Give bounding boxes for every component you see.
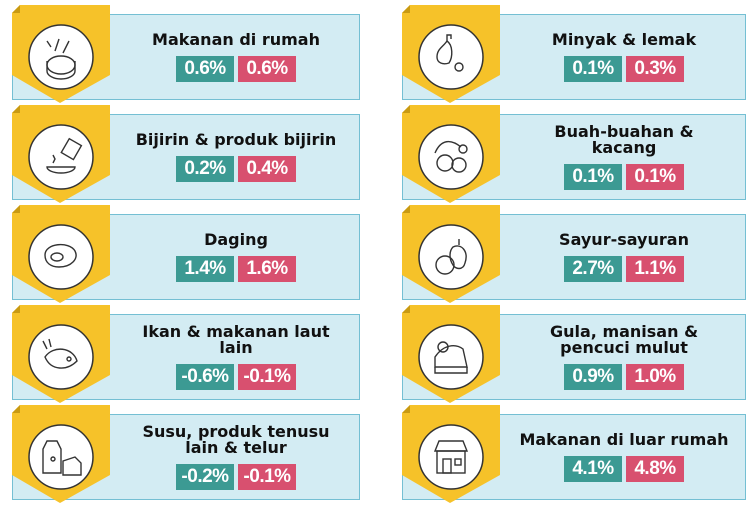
icon-badge [10, 5, 114, 105]
icon-badge [10, 105, 114, 205]
card-title: Bijirin & produk bijirin [136, 132, 337, 148]
value-box: 1.6% [238, 256, 296, 282]
card-title: Susu, produk tenusu lain & telur [136, 424, 336, 456]
value-box: 1.4% [176, 256, 234, 282]
card-body: Gula, manisan & pencuci mulut 0.9%1.0% [506, 314, 742, 400]
value-box: 0.3% [626, 56, 684, 82]
value-row: 0.1%0.3% [564, 56, 684, 82]
card-body: Minyak & lemak 0.1%0.3% [506, 14, 742, 100]
value-row: 0.6%0.6% [176, 56, 296, 82]
value-box: 2.7% [564, 256, 622, 282]
card-body: Makanan di luar rumah 4.1%4.8% [506, 414, 742, 500]
value-box: 0.4% [238, 156, 296, 182]
value-box: -0.1% [238, 364, 296, 390]
value-row: 0.2%0.4% [176, 156, 296, 182]
icon-badge [400, 105, 504, 205]
value-box: 0.1% [564, 164, 622, 190]
value-row: 0.9%1.0% [564, 364, 684, 390]
card-body: Makanan di rumah 0.6%0.6% [116, 14, 356, 100]
card-title: Makanan di rumah [152, 32, 320, 48]
icon-badge [400, 5, 504, 105]
value-box: 4.1% [564, 456, 622, 482]
card-body: Sayur-sayuran 2.7%1.1% [506, 214, 742, 300]
value-box: -0.6% [176, 364, 234, 390]
icon-badge [10, 305, 114, 405]
card-title: Gula, manisan & pencuci mulut [524, 324, 724, 356]
value-row: -0.6%-0.1% [176, 364, 296, 390]
icon-badge [400, 305, 504, 405]
card-title: Ikan & makanan laut lain [136, 324, 336, 356]
value-row: -0.2%-0.1% [176, 464, 296, 490]
value-box: -0.2% [176, 464, 234, 490]
value-box: 1.0% [626, 364, 684, 390]
value-box: 4.8% [626, 456, 684, 482]
value-row: 2.7%1.1% [564, 256, 684, 282]
card-body: Ikan & makanan laut lain -0.6%-0.1% [116, 314, 356, 400]
value-row: 4.1%4.8% [564, 456, 684, 482]
value-row: 1.4%1.6% [176, 256, 296, 282]
card-title: Makanan di luar rumah [519, 432, 728, 448]
value-box: 0.1% [564, 56, 622, 82]
value-box: 0.6% [238, 56, 296, 82]
card-title: Minyak & lemak [552, 32, 696, 48]
value-box: 0.9% [564, 364, 622, 390]
card-body: Susu, produk tenusu lain & telur -0.2%-0.… [116, 414, 356, 500]
icon-badge [10, 205, 114, 305]
card-title: Daging [204, 232, 268, 248]
infographic: Makanan di rumah 0.6%0.6% Minyak & lemak 0.… [0, 0, 746, 502]
card-body: Buah-buahan & kacang 0.1%0.1% [506, 114, 742, 200]
icon-badge [400, 205, 504, 305]
icon-badge [10, 405, 114, 505]
value-box: 0.1% [626, 164, 684, 190]
value-row: 0.1%0.1% [564, 164, 684, 190]
card-title: Buah-buahan & kacang [524, 124, 724, 156]
card-title: Sayur-sayuran [559, 232, 689, 248]
value-box: 0.2% [176, 156, 234, 182]
value-box: 1.1% [626, 256, 684, 282]
card-body: Daging 1.4%1.6% [116, 214, 356, 300]
value-box: 0.6% [176, 56, 234, 82]
value-box: -0.1% [238, 464, 296, 490]
card-body: Bijirin & produk bijirin 0.2%0.4% [116, 114, 356, 200]
icon-badge [400, 405, 504, 505]
